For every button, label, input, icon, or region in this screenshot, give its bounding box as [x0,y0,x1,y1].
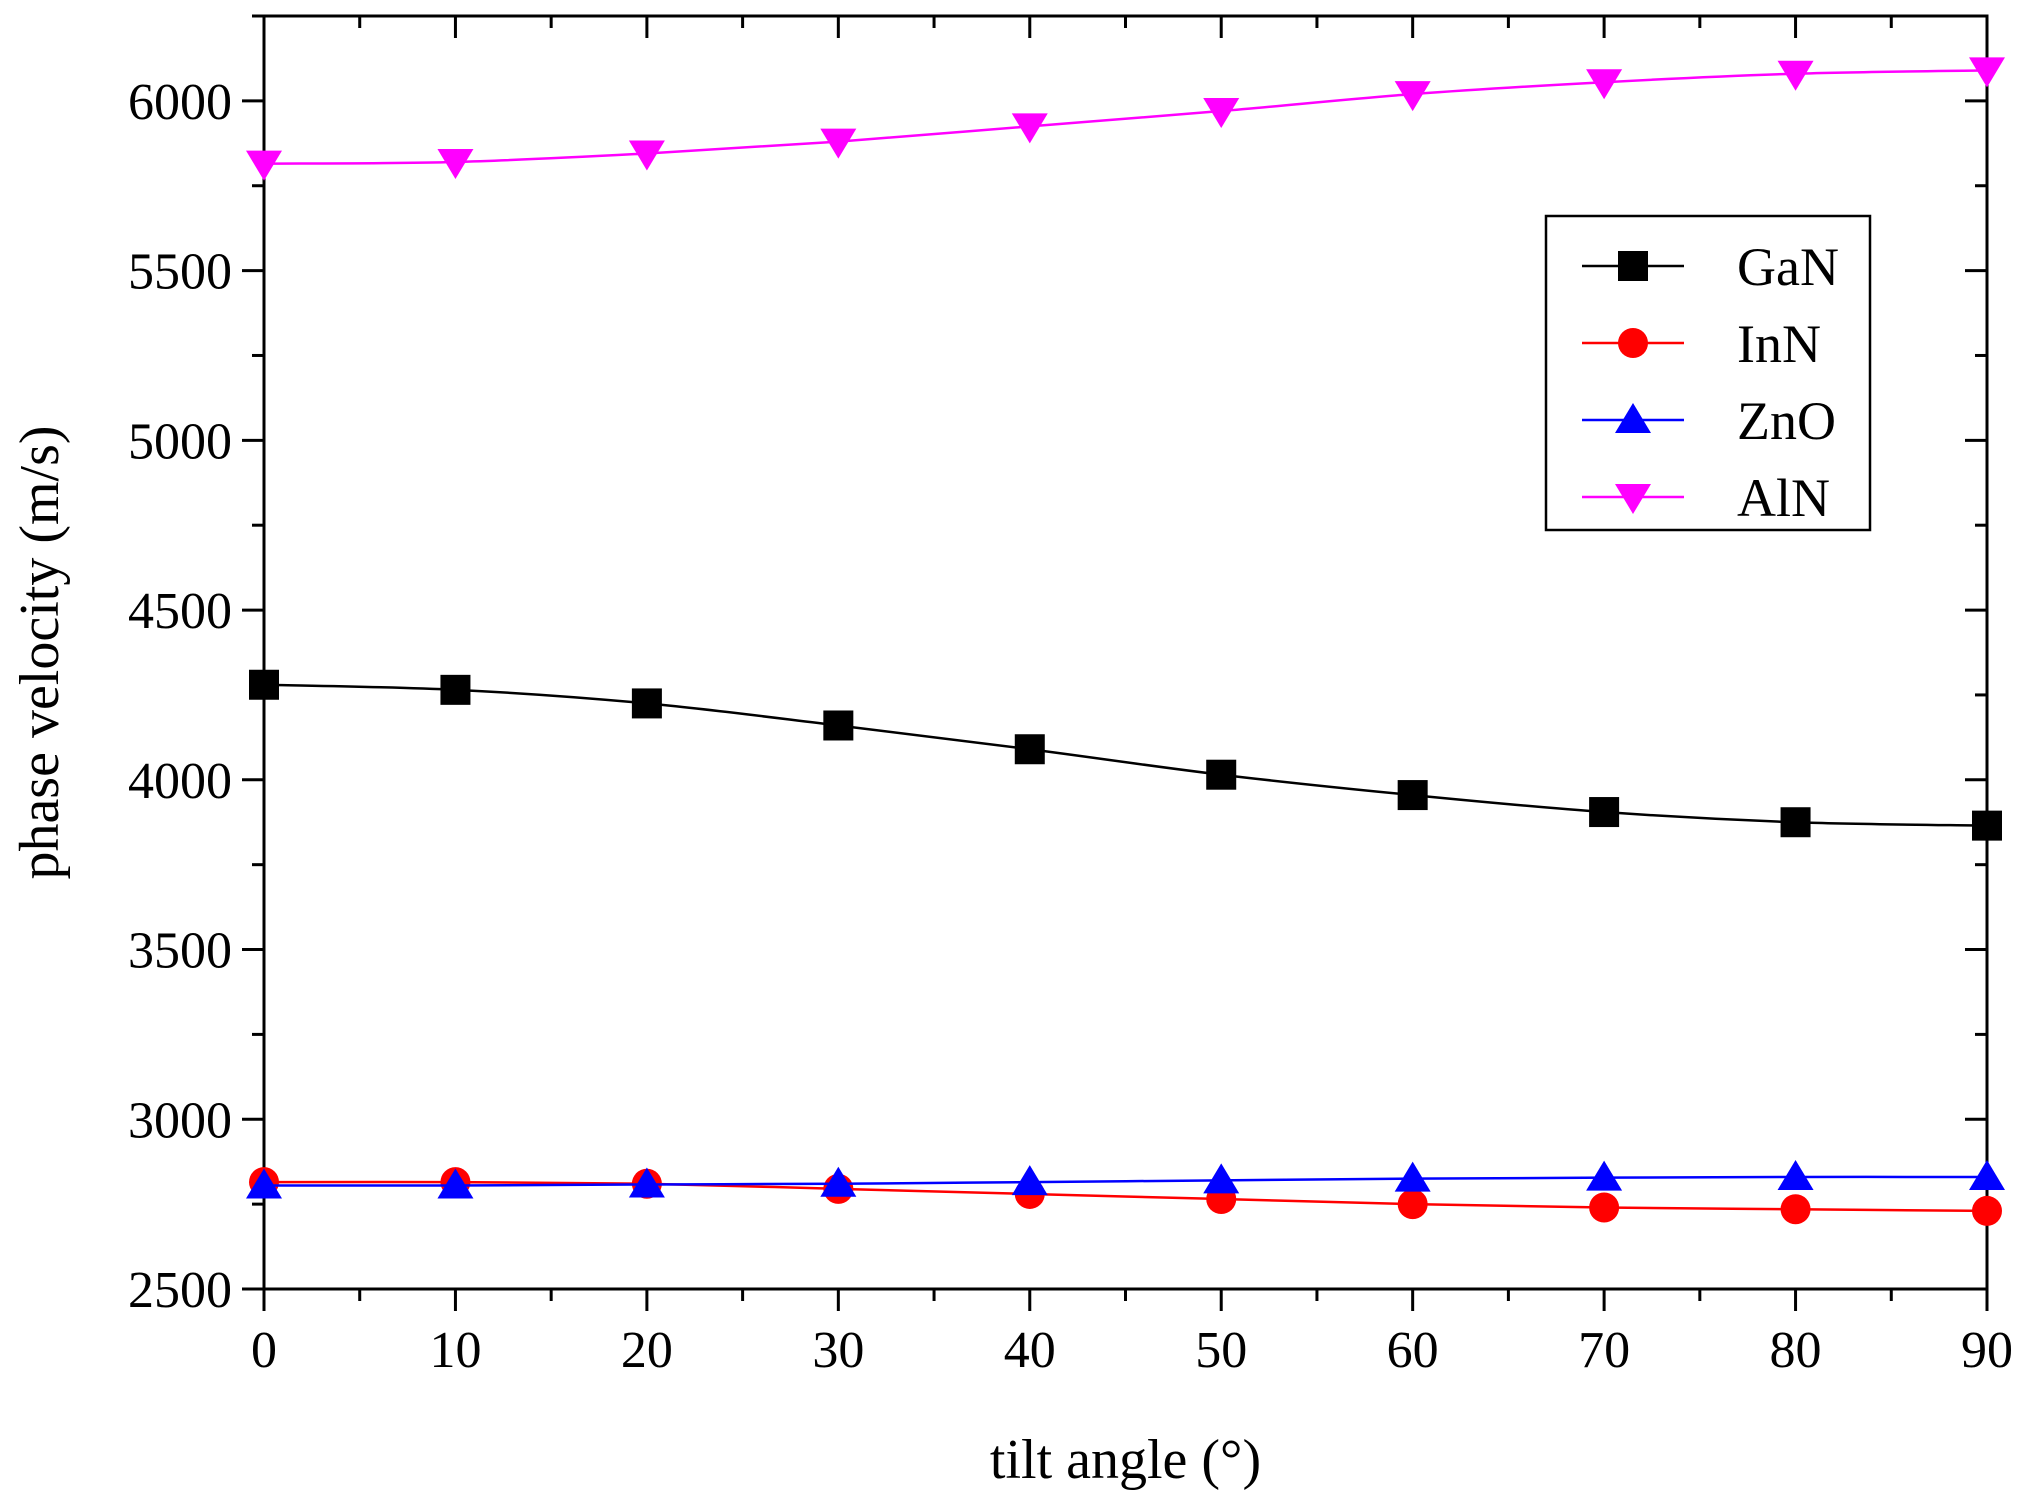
legend-item-zno: ZnO [1582,391,1836,451]
data-point-aln [628,140,665,171]
data-point-zno [1203,1163,1240,1194]
data-point-zno [1969,1159,2005,1190]
data-point-aln [1777,60,1814,91]
data-point-gan [1014,734,1045,765]
legend-box [1544,214,1872,532]
data-point-zno [820,1166,857,1197]
data-point-gan [1972,810,2002,841]
data-point-inn [1589,1192,1620,1223]
data-point-gan [1589,797,1620,828]
data-point-zno [1394,1161,1431,1192]
legend-label: AlN [1737,468,1830,528]
data-point-gan [631,688,662,719]
plot-frame [262,14,1989,1291]
data-point-gan [249,669,279,700]
data-point-aln [437,148,474,179]
series-line-gan [263,683,1988,827]
series-line-aln [263,69,1988,165]
data-point-inn [1397,1189,1428,1220]
legend: GaN InN ZnO AlN [1544,214,1872,532]
legend-marker [1615,484,1651,514]
x-tick-label: 30 [812,1322,864,1379]
data-point-gan [823,710,854,741]
y-tick-label: 5500 [128,244,232,301]
x-tick-label: 10 [429,1322,481,1379]
y-tick-label: 4500 [128,583,232,640]
data-point-inn [1780,1194,1811,1225]
data-point-zno [1777,1159,1814,1190]
x-tick-label: 60 [1387,1322,1439,1379]
data-point-aln [246,150,282,181]
x-tick-label: 50 [1195,1322,1247,1379]
x-tick-label: 40 [1004,1322,1056,1379]
y-tick-label: 3000 [128,1092,232,1149]
data-point-inn [1972,1195,2002,1226]
legend-label: GaN [1737,237,1839,297]
plot-area [246,57,2005,1226]
data-point-zno [246,1168,282,1199]
x-tick-label: 90 [1961,1322,2013,1379]
y-tick-label: 3500 [128,923,232,980]
data-point-zno [1011,1165,1048,1196]
legend-marker [1618,328,1648,358]
series-zno [246,1159,2005,1199]
data-point-aln [1586,69,1623,100]
legend-item-aln: AlN [1582,468,1830,528]
y-tick-label: 4000 [128,753,232,810]
series-gan [249,669,2002,841]
data-point-zno [1586,1160,1623,1191]
legend-item-inn: InN [1582,314,1821,374]
legend-marker [1615,403,1651,433]
data-point-gan [1206,759,1237,790]
data-point-gan [1780,807,1811,838]
legend-label: InN [1737,314,1821,374]
data-point-aln [820,128,857,159]
x-axis-title: tilt angle (°) [990,1429,1261,1491]
y-tick-label: 2500 [128,1262,232,1319]
x-tick-label: 70 [1578,1322,1630,1379]
legend-item-gan: GaN [1582,237,1839,297]
data-point-zno [437,1168,474,1199]
data-point-aln [1203,98,1240,129]
series-line-zno [263,1175,1988,1187]
data-point-aln [1969,57,2005,88]
y-tick-label: 5000 [128,413,232,470]
data-point-aln [1394,81,1431,112]
series-inn [249,1167,2002,1226]
legend-label: ZnO [1737,391,1836,451]
data-point-aln [1011,113,1048,144]
data-point-zno [628,1167,665,1198]
y-axis-title: phase velocity (m/s) [9,425,71,879]
series-line-inn [263,1180,1988,1213]
y-tick-label: 6000 [128,74,232,131]
data-point-gan [440,674,471,705]
legend-marker [1618,251,1648,281]
x-tick-label: 20 [621,1322,673,1379]
axes: 0 10 20 30 40 50 60 70 80 90 2500 3000 3500 4000 4500 5… [128,14,2013,1379]
x-tick-label: 80 [1770,1322,1822,1379]
x-tick-label: 0 [251,1322,277,1379]
data-point-gan [1397,780,1428,811]
series-aln [246,57,2005,181]
